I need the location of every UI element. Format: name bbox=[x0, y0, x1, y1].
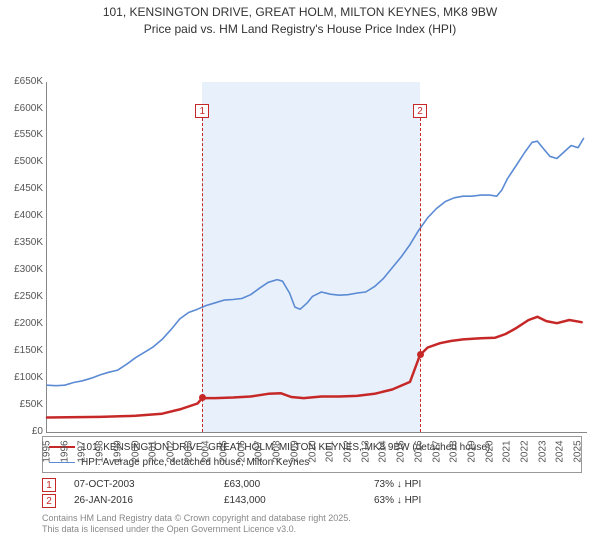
chart-marker: 2 bbox=[413, 104, 427, 118]
x-axis-label: 2024 bbox=[555, 437, 566, 465]
y-axis-label: £600K bbox=[3, 103, 43, 114]
x-axis-label: 2021 bbox=[502, 437, 513, 465]
transaction-date-1: 07-OCT-2003 bbox=[74, 477, 224, 493]
transaction-row-2: 2 26-JAN-2016 £143,000 63% ↓ HPI bbox=[42, 493, 582, 509]
transaction-vs-1: 73% ↓ HPI bbox=[374, 477, 524, 493]
x-axis-label: 2010 bbox=[307, 437, 318, 465]
x-axis-label: 2025 bbox=[573, 437, 584, 465]
footer-line-1: Contains HM Land Registry data © Crown c… bbox=[42, 513, 582, 525]
y-axis-label: £350K bbox=[3, 237, 43, 248]
x-axis-label: 2003 bbox=[183, 437, 194, 465]
x-axis-label: 2004 bbox=[201, 437, 212, 465]
transaction-vs-2: 63% ↓ HPI bbox=[374, 493, 524, 509]
y-axis-label: £550K bbox=[3, 129, 43, 140]
x-axis-label: 2007 bbox=[254, 437, 265, 465]
transaction-date-2: 26-JAN-2016 bbox=[74, 493, 224, 509]
x-axis-label: 2012 bbox=[342, 437, 353, 465]
chart-area: £0£50K£100K£150K£200K£250K£300K£350K£400… bbox=[0, 38, 600, 430]
x-axis-label: 2006 bbox=[236, 437, 247, 465]
x-axis-label: 2014 bbox=[378, 437, 389, 465]
chart-container: { "title": { "line1": "101, KENSINGTON D… bbox=[0, 0, 600, 560]
chart-marker: 1 bbox=[195, 104, 209, 118]
title-line-1: 101, KENSINGTON DRIVE, GREAT HOLM, MILTO… bbox=[0, 4, 600, 21]
x-axis-label: 2005 bbox=[219, 437, 230, 465]
x-axis-label: 2016 bbox=[413, 437, 424, 465]
x-axis-label: 2009 bbox=[289, 437, 300, 465]
x-axis-label: 2018 bbox=[449, 437, 460, 465]
footer: Contains HM Land Registry data © Crown c… bbox=[42, 513, 582, 536]
transaction-marker-2: 2 bbox=[42, 494, 56, 508]
transaction-marker-1: 1 bbox=[42, 478, 56, 492]
x-axis-label: 2000 bbox=[130, 437, 141, 465]
x-axis-label: 2001 bbox=[148, 437, 159, 465]
chart-marker-line bbox=[420, 118, 421, 432]
title-line-2: Price paid vs. HM Land Registry's House … bbox=[0, 21, 600, 38]
y-axis-label: £50K bbox=[3, 399, 43, 410]
y-axis-label: £100K bbox=[3, 372, 43, 383]
footer-line-2: This data is licensed under the Open Gov… bbox=[42, 524, 582, 536]
x-axis-label: 2013 bbox=[360, 437, 371, 465]
x-axis-label: 1996 bbox=[59, 437, 70, 465]
y-axis-label: £0 bbox=[3, 426, 43, 437]
y-axis-label: £300K bbox=[3, 264, 43, 275]
y-axis-label: £200K bbox=[3, 318, 43, 329]
x-axis-label: 2022 bbox=[520, 437, 531, 465]
x-axis-label: 1995 bbox=[42, 437, 53, 465]
title-block: 101, KENSINGTON DRIVE, GREAT HOLM, MILTO… bbox=[0, 0, 600, 38]
x-axis-label: 2017 bbox=[431, 437, 442, 465]
x-axis-label: 1999 bbox=[112, 437, 123, 465]
y-axis-label: £500K bbox=[3, 156, 43, 167]
x-axis-label: 2011 bbox=[325, 437, 336, 465]
y-axis-label: £400K bbox=[3, 210, 43, 221]
x-axis-label: 2019 bbox=[466, 437, 477, 465]
y-axis-label: £650K bbox=[3, 76, 43, 87]
chart-marker-line bbox=[202, 118, 203, 432]
x-axis-label: 1997 bbox=[77, 437, 88, 465]
plot-area: £0£50K£100K£150K£200K£250K£300K£350K£400… bbox=[46, 82, 587, 433]
x-axis-label: 2002 bbox=[165, 437, 176, 465]
y-axis-label: £250K bbox=[3, 291, 43, 302]
legend-label-price: 101, KENSINGTON DRIVE, GREAT HOLM, MILTO… bbox=[81, 440, 490, 455]
x-axis-label: 2015 bbox=[396, 437, 407, 465]
y-axis-label: £450K bbox=[3, 183, 43, 194]
transaction-row-1: 1 07-OCT-2003 £63,000 73% ↓ HPI bbox=[42, 477, 582, 493]
transaction-price-1: £63,000 bbox=[224, 477, 374, 493]
y-axis-label: £150K bbox=[3, 345, 43, 356]
x-axis-label: 2020 bbox=[484, 437, 495, 465]
transactions: 1 07-OCT-2003 £63,000 73% ↓ HPI 2 26-JAN… bbox=[42, 477, 582, 509]
x-axis-label: 2008 bbox=[272, 437, 283, 465]
x-axis-label: 1998 bbox=[95, 437, 106, 465]
series-svg bbox=[47, 82, 587, 432]
x-axis-label: 2023 bbox=[537, 437, 548, 465]
transaction-price-2: £143,000 bbox=[224, 493, 374, 509]
